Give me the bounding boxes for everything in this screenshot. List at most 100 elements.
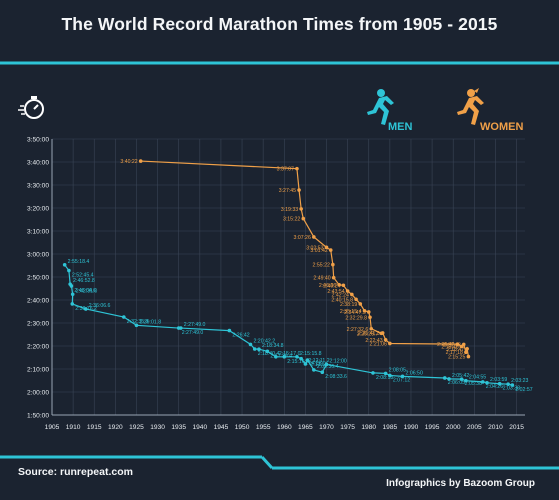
women-record-point — [138, 159, 143, 163]
men-record-label: 2:02:57 — [515, 387, 532, 393]
men-record-point — [497, 381, 502, 386]
women-record-label: 3:15:22 — [283, 217, 300, 223]
women-record-point — [455, 342, 460, 346]
women-record-point — [464, 350, 468, 355]
men-record-point — [295, 355, 299, 359]
men-record-point — [371, 371, 375, 375]
women-record-label: 2:35:15.4 — [340, 309, 362, 315]
men-record-point — [121, 315, 126, 319]
women-record-label: 2:43:54 — [327, 289, 344, 295]
men-record-point — [265, 349, 270, 354]
women-record-label: 3:01:42 — [310, 248, 327, 254]
women-record-label: 2:42:24 — [332, 292, 349, 298]
women-record-label: 3:27:45 — [279, 188, 296, 194]
men-record-point — [69, 284, 74, 288]
footer-bar-step — [260, 455, 274, 470]
men-record-point — [312, 368, 316, 372]
men-record-label: 2:15:15.8 — [300, 351, 322, 357]
y-tick-label: 3:40:00 — [27, 160, 49, 167]
men-record-point — [485, 381, 489, 385]
women-record-label: 3:07:26 — [294, 235, 311, 241]
men-record-point — [324, 362, 329, 367]
women-record-point — [295, 166, 299, 171]
women-record-point — [301, 216, 306, 221]
y-tick-label: 3:00:00 — [27, 252, 49, 259]
y-tick-label: 3:20:00 — [27, 206, 49, 213]
women-record-label: 2:20:43 — [443, 342, 460, 348]
x-tick-label: 1990 — [404, 424, 419, 431]
men-record-label: 2:05:42 — [452, 373, 469, 379]
men-record-point — [227, 328, 232, 333]
women-record-label: 3:40:22 — [120, 159, 137, 165]
women-record-label: 3:19:33 — [281, 207, 298, 213]
y-tick-label: 2:20:00 — [27, 344, 49, 351]
men-record-point — [506, 382, 510, 386]
women-record-label: 2:40:15.8 — [331, 297, 353, 303]
stopwatch-icon — [18, 96, 44, 119]
women-record-label: 2:15:25 — [448, 355, 465, 361]
x-tick-label: 1970 — [319, 424, 334, 431]
men-record-label: 2:15:17.0 — [279, 351, 301, 357]
x-tick-label: 2000 — [446, 424, 461, 431]
men-record-point — [83, 307, 88, 311]
men-record-label: 2:12:00 — [330, 358, 347, 364]
men-record-label: 2:20:42.2 — [253, 338, 275, 344]
men-record-point — [282, 355, 287, 359]
x-tick-label: 1915 — [87, 424, 102, 431]
women-record-point — [324, 245, 329, 250]
y-tick-label: 3:30:00 — [27, 183, 49, 190]
women-record-point — [331, 275, 336, 280]
women-record-label: 2:19:46 — [441, 344, 458, 350]
men-record-label: 2:03:59 — [490, 377, 507, 383]
women-record-point — [461, 342, 466, 347]
women-record-point — [369, 326, 374, 331]
men-record-label: 2:06:50 — [406, 370, 423, 376]
source-text: Source: runrepeat.com — [18, 466, 133, 478]
men-record-point — [179, 326, 183, 330]
x-tick-label: 1920 — [108, 424, 123, 431]
y-tick-label: 2:00:00 — [27, 390, 49, 397]
women-record-point — [358, 302, 363, 306]
women-record-point — [466, 354, 471, 359]
men-record-label: 2:03:38 — [503, 386, 520, 392]
y-tick-label: 3:10:00 — [27, 229, 49, 236]
women-record-label: 2:38:19 — [340, 302, 357, 308]
women-record-label: 2:18:47 — [447, 347, 464, 353]
women-record-label: 2:32:29.8 — [345, 315, 367, 321]
x-tick-label: 1975 — [340, 424, 355, 431]
men-record-point — [299, 356, 303, 361]
men-record-point — [400, 374, 405, 379]
x-tick-label: 1910 — [66, 424, 81, 431]
women-record-label: 2:21:06 — [370, 341, 387, 347]
men-record-label: 2:04:55 — [469, 375, 486, 381]
men-record-point — [70, 302, 75, 306]
legend-women-label: WOMEN — [480, 121, 524, 133]
women-record-label: 2:20:47 — [437, 342, 454, 348]
men-record-label: 2:32:35.8 — [127, 319, 149, 325]
women-record-point — [366, 310, 371, 314]
men-record-label: 2:46:04.6 — [74, 288, 96, 294]
men-record-label: 2:46:52.8 — [73, 278, 95, 284]
women-record-point — [341, 283, 346, 288]
men-record-label: 2:15:16.2 — [287, 359, 309, 365]
men-record-point — [70, 292, 75, 297]
y-tick-label: 2:50:00 — [27, 275, 49, 282]
x-tick-label: 1930 — [150, 424, 165, 431]
x-tick-label: 2015 — [509, 424, 524, 431]
men-record-label: 2:14:28 — [304, 361, 321, 367]
women-record-label: 2:46:24 — [323, 283, 340, 289]
x-tick-label: 1905 — [45, 424, 60, 431]
women-record-label: 2:34:47.5 — [344, 310, 366, 316]
men-record-label: 2:29:01.8 — [139, 319, 161, 325]
men-record-point — [62, 263, 67, 267]
x-tick-label: 1950 — [235, 424, 250, 431]
women-record-point — [350, 292, 354, 297]
men-record-label: 2:08:18 — [376, 375, 393, 381]
women-record-point — [465, 346, 469, 351]
x-tick-label: 1955 — [256, 424, 271, 431]
men-record-point — [248, 342, 253, 347]
women-record-point — [383, 337, 388, 342]
x-tick-label: 1940 — [192, 424, 207, 431]
y-tick-label: 1:50:00 — [27, 413, 49, 420]
x-tick-label: 2005 — [467, 424, 482, 431]
